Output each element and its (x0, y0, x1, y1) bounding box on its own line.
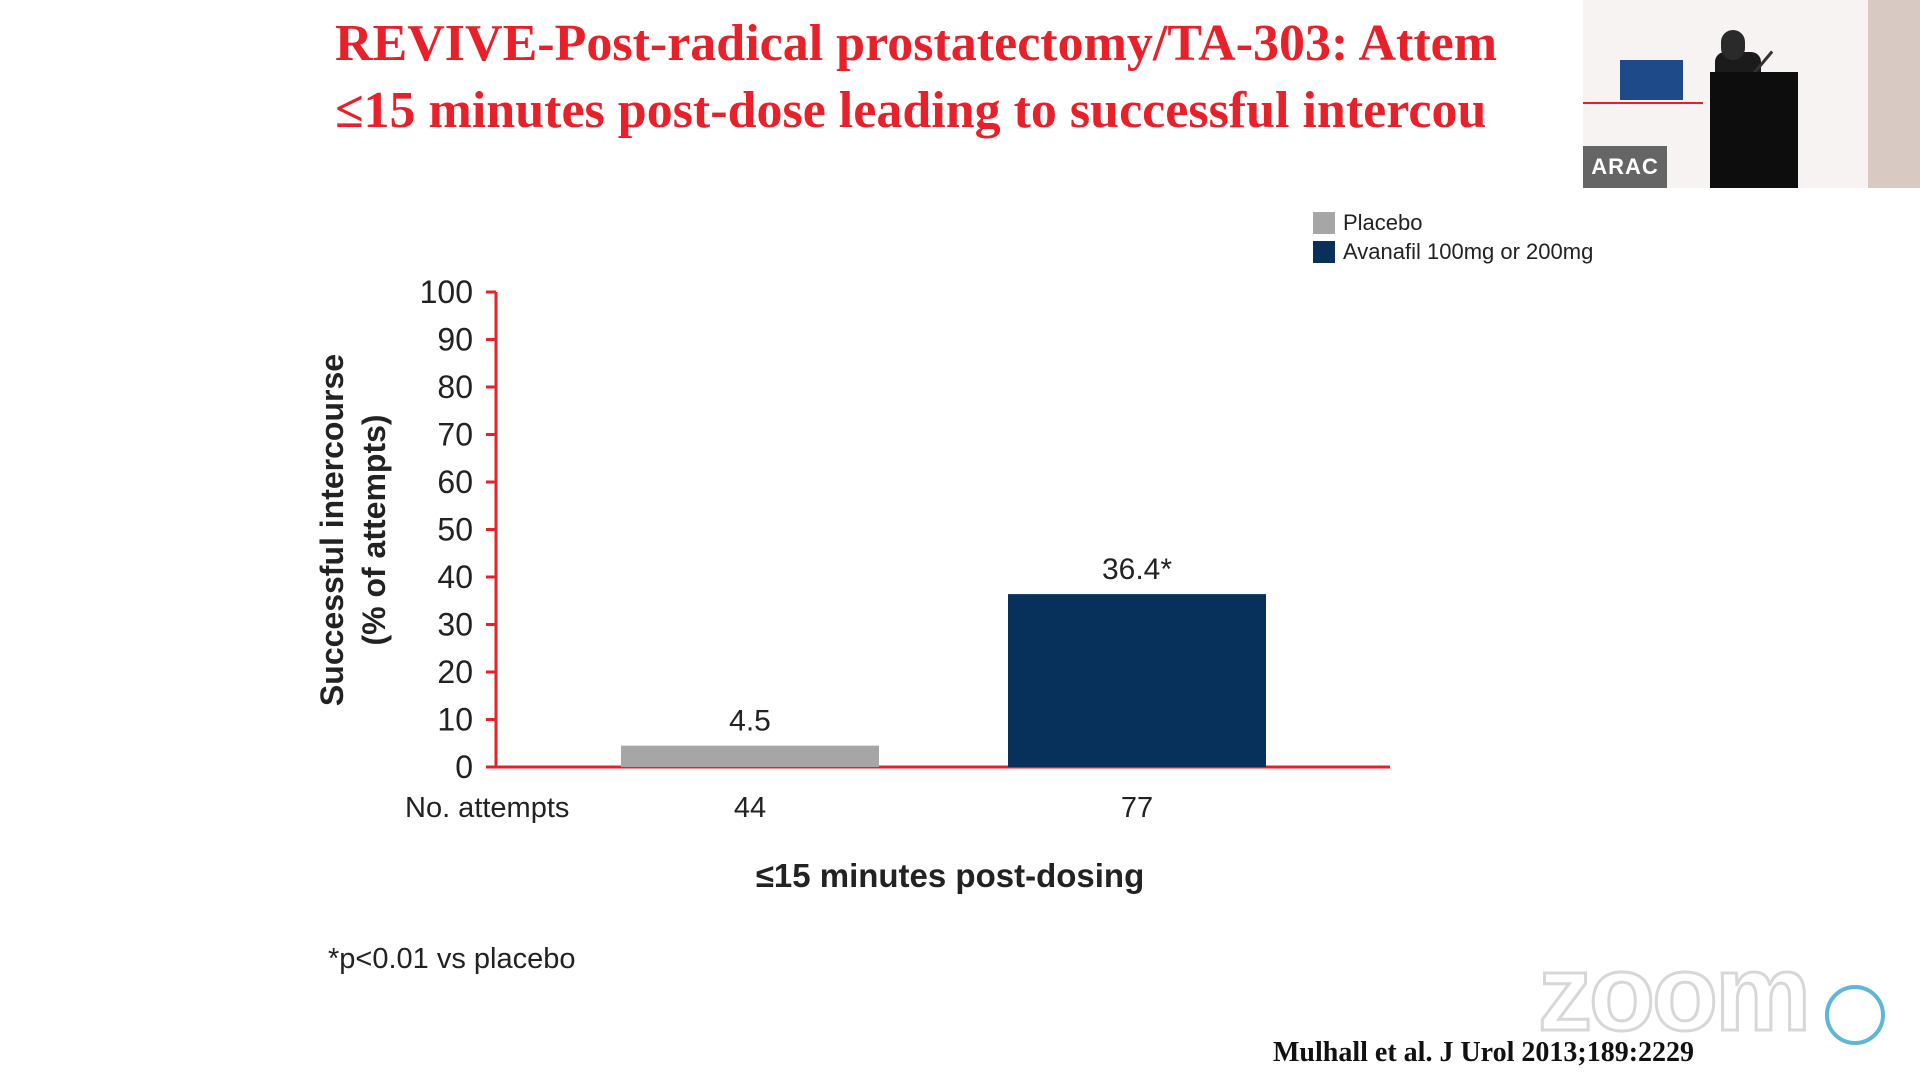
podium (1710, 72, 1798, 188)
slide-title-line-1: REVIVE-Post-radical prostatectomy/TA-303… (335, 15, 1498, 72)
thumbnail-axis-line (1583, 102, 1703, 104)
y-tick-label: 50 (437, 512, 473, 548)
bar-chart: 0 10 20 30 40 50 60 70 80 90 100 Successful interco… (314, 274, 1390, 894)
y-tick-label: 20 (437, 654, 473, 690)
y-tick-label: 70 (437, 417, 473, 453)
y-tick-label: 80 (437, 369, 473, 405)
x-axis-title: ≤15 minutes post-dosing (756, 857, 1144, 894)
attempts-count-label: 77 (1121, 792, 1153, 824)
zoom-watermark: zoom (1537, 931, 1813, 1055)
y-tick-label: 10 (437, 702, 473, 738)
y-tick-label: 30 (437, 607, 473, 643)
citation: Mulhall et al. J Urol 2013;189:2229 (1273, 1037, 1695, 1068)
attempts-row-label: No. attempts (405, 792, 569, 824)
significance-footnote: *p<0.01 vs placebo (328, 943, 576, 975)
wall-background (1868, 0, 1920, 188)
y-tick-label: 40 (437, 559, 473, 595)
legend-item-placebo: Placebo (1313, 208, 1593, 237)
legend-swatch-placebo (1313, 211, 1335, 234)
y-tick-label: 90 (437, 322, 473, 358)
speaker-head (1721, 30, 1745, 60)
bar-placebo (621, 745, 879, 767)
y-axis-title: Successful intercourse (% of attempts) (314, 354, 392, 706)
slide-title-line-2: ≤15 minutes post-dose leading to success… (335, 82, 1487, 139)
y-tick-label: 60 (437, 464, 473, 500)
bar-value-label: 36.4* (1102, 553, 1172, 586)
legend-label-placebo: Placebo (1343, 209, 1423, 235)
y-tick-label: 100 (420, 274, 473, 310)
organization-logo-icon (1825, 985, 1885, 1045)
participant-name-tag: ARAC (1583, 146, 1667, 188)
y-axis-title-line: (% of attempts) (356, 414, 392, 645)
y-axis-title-line: Successful intercourse (314, 354, 350, 706)
bar-avanafil (1008, 594, 1266, 767)
participant-video-tile[interactable]: ARAC (1583, 0, 1920, 188)
legend-swatch-avanafil (1313, 240, 1335, 263)
slide-title: REVIVE-Post-radical prostatectomy/TA-303… (335, 10, 1595, 144)
bar-value-label: 4.5 (729, 705, 771, 738)
thumbnail-bar (1620, 60, 1683, 100)
y-tick-label: 0 (455, 749, 473, 785)
chart-legend: Placebo Avanafil 100mg or 200mg (1313, 208, 1593, 266)
legend-label-avanafil: Avanafil 100mg or 200mg (1343, 238, 1594, 264)
legend-item-avanafil: Avanafil 100mg or 200mg (1313, 237, 1593, 266)
attempts-count-label: 44 (734, 792, 766, 824)
